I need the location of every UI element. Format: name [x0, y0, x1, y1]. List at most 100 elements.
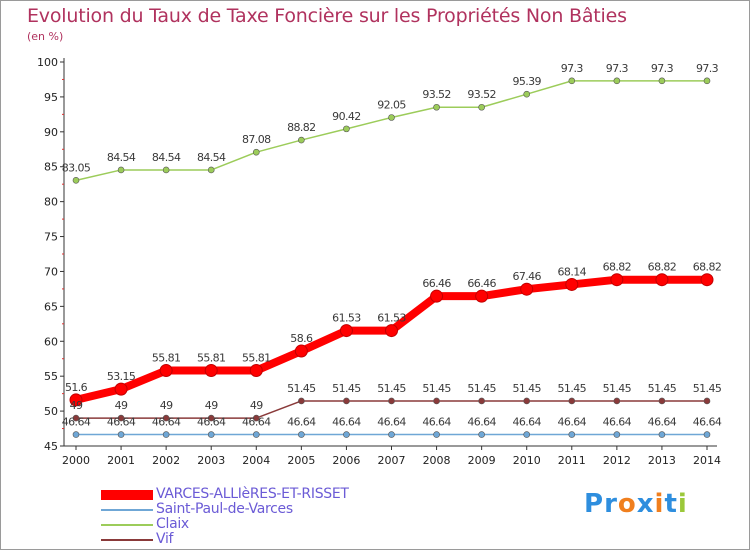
data-label: 97.3 — [561, 62, 584, 75]
data-point — [613, 431, 621, 438]
data-point — [69, 393, 83, 407]
logo-letter: r — [604, 489, 618, 519]
y-tick-label: 85 — [44, 161, 58, 174]
data-label: 88.82 — [287, 121, 316, 134]
data-point — [339, 324, 353, 338]
data-label: 51.45 — [558, 382, 587, 395]
data-label: 84.54 — [107, 151, 136, 164]
data-label: 46.64 — [422, 416, 451, 429]
data-point — [207, 431, 215, 438]
y-tick-label: 60 — [44, 335, 58, 348]
series-line — [75, 80, 707, 182]
x-tick-label: 2010 — [513, 454, 541, 467]
data-label: 51.45 — [422, 382, 451, 395]
data-label: 66.46 — [422, 277, 451, 290]
data-point — [523, 397, 531, 405]
logo-letter: i — [654, 489, 665, 519]
x-tick-label: 2005 — [287, 454, 315, 467]
y-tick-label: 55 — [44, 370, 58, 383]
data-label: 46.64 — [603, 416, 632, 429]
data-point — [388, 114, 395, 121]
legend-label: Vif — [156, 531, 174, 547]
data-label: 46.64 — [377, 416, 406, 429]
data-point — [478, 397, 485, 405]
data-label: 92.05 — [377, 99, 406, 112]
data-point — [523, 90, 531, 98]
data-label: 67.46 — [512, 270, 541, 283]
data-point — [388, 431, 395, 438]
data-point — [72, 431, 80, 438]
logo-letter: P — [584, 489, 605, 519]
series-0 — [69, 273, 714, 407]
legend-label: Claix — [156, 516, 189, 532]
legend-swatch — [101, 490, 153, 500]
data-point — [703, 397, 711, 405]
data-label: 84.54 — [152, 151, 181, 164]
data-point — [430, 289, 444, 303]
data-label: 46.64 — [332, 416, 361, 429]
data-point — [343, 431, 350, 438]
data-label: 68.82 — [648, 261, 677, 274]
data-label: 55.81 — [152, 352, 181, 365]
data-label: 49 — [250, 399, 263, 412]
data-point — [207, 166, 215, 174]
data-label: 51.45 — [603, 382, 632, 395]
data-point — [162, 166, 170, 174]
data-point — [565, 277, 579, 291]
data-point — [162, 414, 170, 422]
y-tick-label: 45 — [44, 440, 58, 453]
chart-unit-label: (en %) — [27, 30, 64, 43]
data-point — [568, 397, 576, 405]
data-label: 46.64 — [467, 416, 496, 429]
x-tick-label: 2002 — [152, 454, 180, 467]
data-label: 84.54 — [197, 151, 226, 164]
data-point — [72, 177, 80, 184]
data-label: 55.81 — [197, 352, 226, 365]
data-label: 49 — [205, 399, 218, 412]
data-point — [475, 289, 489, 303]
logo-letter: t — [664, 489, 678, 519]
data-label: 46.64 — [558, 416, 587, 429]
y-tick-label: 75 — [44, 231, 58, 244]
data-point — [658, 431, 666, 438]
data-point — [433, 431, 440, 438]
proxiti-logo: Proxiti — [584, 489, 688, 519]
y-tick-label: 65 — [44, 300, 58, 313]
data-point — [343, 125, 350, 133]
data-point — [703, 431, 711, 438]
data-point — [385, 324, 398, 338]
data-point — [703, 77, 711, 85]
data-point — [204, 364, 218, 378]
data-point — [523, 431, 531, 438]
logo-letter: o — [617, 489, 637, 519]
data-label: 51.45 — [287, 382, 316, 395]
data-label: 93.52 — [467, 88, 496, 101]
data-label: 46.64 — [107, 416, 136, 429]
data-point — [298, 431, 305, 438]
data-point — [520, 282, 534, 296]
data-label: 68.14 — [558, 265, 587, 278]
data-label: 61.53 — [332, 312, 361, 325]
x-tick-label: 2008 — [423, 454, 451, 467]
data-point — [658, 77, 666, 85]
data-label: 51.45 — [467, 382, 496, 395]
data-point — [610, 273, 624, 287]
data-label: 66.46 — [467, 277, 496, 290]
data-point — [388, 397, 395, 405]
data-label: 87.08 — [242, 133, 271, 146]
data-point — [117, 414, 125, 422]
x-tick-label: 2014 — [693, 454, 721, 467]
data-label: 51.45 — [377, 382, 406, 395]
data-point — [162, 431, 170, 438]
data-label: 51.45 — [512, 382, 541, 395]
y-tick-label: 90 — [44, 126, 58, 139]
data-label: 46.64 — [242, 416, 271, 429]
data-label: 83.05 — [62, 161, 91, 174]
data-label: 68.82 — [693, 261, 722, 274]
data-label: 46.64 — [62, 416, 91, 429]
data-label: 46.64 — [152, 416, 181, 429]
data-point — [478, 431, 485, 438]
data-label: 51.6 — [65, 381, 88, 394]
y-tick-label: 70 — [44, 265, 58, 278]
